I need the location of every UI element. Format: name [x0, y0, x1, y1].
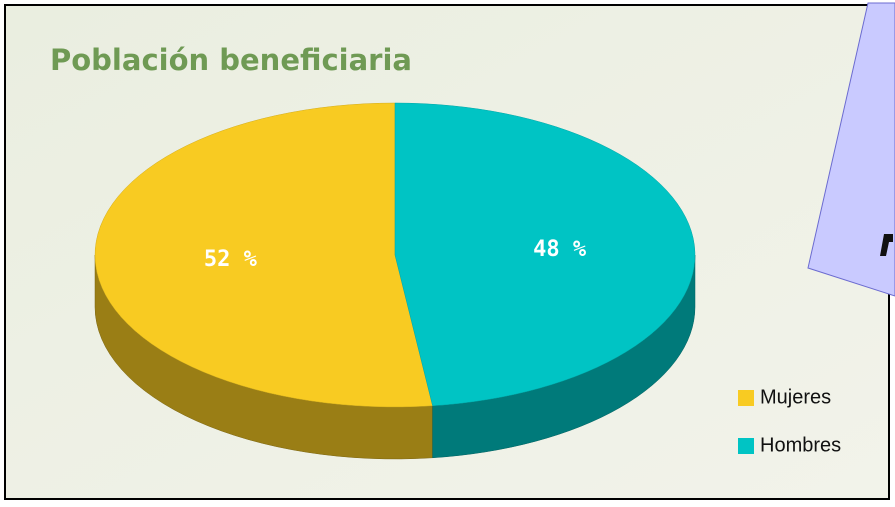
pie-slice: [394, 102, 696, 407]
data-label: 48 %: [533, 237, 587, 262]
data-label: 52 %: [204, 247, 258, 272]
legend-swatch: [738, 390, 754, 406]
pie-slice: [94, 102, 433, 408]
overlay-shape: [807, 2, 895, 297]
legend-swatch: [738, 438, 754, 454]
chart-title: Población beneficiaria: [50, 43, 412, 77]
legend-label: Hombres: [760, 434, 841, 456]
pie: 52 % 48 %: [94, 102, 696, 460]
overlay-glyph: [880, 234, 893, 256]
legend-label: Mujeres: [760, 386, 831, 408]
